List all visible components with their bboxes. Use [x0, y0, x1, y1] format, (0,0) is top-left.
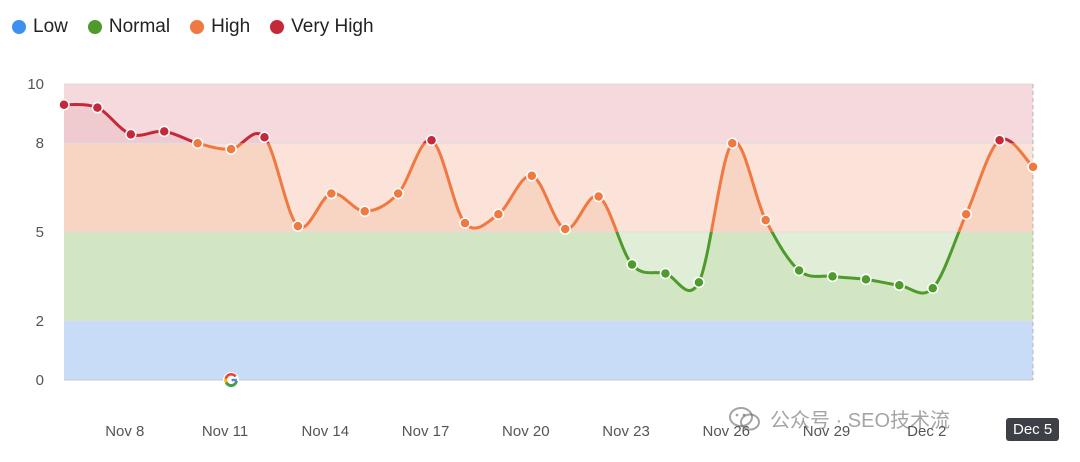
y-tick-label: 8 [36, 135, 44, 152]
y-tick-label: 2 [36, 313, 44, 330]
axis-layer: 0 2 5 8 10 Nov 8 Nov 11 Nov 14 Nov 17 Nov 20 Nov 2… [27, 76, 946, 440]
data-point[interactable] [492, 208, 505, 220]
data-point[interactable] [993, 134, 1006, 146]
x-tick-label: Nov 17 [402, 423, 450, 440]
data-point[interactable] [292, 220, 304, 232]
data-point[interactable] [58, 98, 70, 111]
band-shade-low [64, 320, 1033, 380]
data-point[interactable] [191, 137, 204, 149]
legend-item-normal[interactable]: Normal [87, 16, 171, 38]
x-tick-label: Nov 26 [703, 423, 751, 440]
data-point[interactable] [659, 267, 672, 280]
x-tick-label: Nov 14 [302, 423, 350, 440]
data-point[interactable] [559, 223, 571, 235]
data-point[interactable] [693, 276, 705, 289]
x-tick-label: Nov 23 [602, 423, 650, 440]
data-point[interactable] [425, 134, 438, 146]
google-icon[interactable] [223, 372, 240, 388]
data-point[interactable] [793, 264, 805, 277]
data-point[interactable] [225, 143, 237, 155]
data-point[interactable] [258, 131, 271, 144]
data-point[interactable] [860, 273, 872, 286]
band-very-high [64, 84, 1033, 144]
data-point[interactable] [726, 137, 739, 149]
data-point[interactable] [325, 187, 338, 200]
data-point[interactable] [826, 270, 839, 283]
data-point[interactable] [526, 170, 538, 182]
legend-dot-normal [87, 20, 102, 34]
data-point[interactable] [358, 205, 371, 218]
x-tick-label: Nov 20 [502, 423, 550, 440]
x-tick-label: Nov 11 [202, 423, 248, 440]
y-tick-label: 10 [27, 76, 44, 93]
band-layer [64, 84, 1033, 380]
x-tick-label: Nov 8 [105, 423, 144, 440]
data-point[interactable] [459, 217, 471, 229]
legend-label-low: Low [33, 16, 68, 37]
legend-dot-high [190, 20, 205, 34]
x-tick-label: Nov 29 [803, 423, 851, 440]
data-point[interactable] [960, 208, 972, 220]
data-point[interactable] [893, 279, 906, 292]
x-tick-label: Dec 2 [907, 423, 946, 440]
chart-legend: Low Normal High Very High [12, 16, 374, 38]
annotation-layer [223, 372, 240, 388]
data-point[interactable] [125, 128, 137, 141]
legend-dot-low [12, 20, 26, 34]
data-point[interactable] [759, 214, 772, 226]
data-point[interactable] [91, 101, 104, 114]
legend-label-normal: Normal [108, 16, 171, 37]
data-point[interactable] [1027, 161, 1039, 173]
google-icon-arc-yellow [224, 378, 228, 384]
end-date-badge: Dec 5 [1006, 418, 1060, 441]
data-point[interactable] [392, 187, 404, 200]
legend-item-low[interactable]: Low [12, 16, 68, 38]
legend-item-very-high[interactable]: Very High [270, 16, 374, 38]
legend-label-very-high: Very High [291, 16, 374, 37]
y-tick-label: 5 [36, 224, 44, 241]
data-point[interactable] [927, 282, 939, 294]
watermark: 公众号 · SEO技术流 [728, 404, 950, 433]
google-icon-arc-green [224, 380, 238, 388]
wechat-icon [729, 406, 760, 430]
data-point[interactable] [158, 125, 170, 138]
legend-dot-very-high [270, 20, 285, 34]
data-point-layer[interactable] [58, 98, 1039, 294]
legend-label-high: High [211, 16, 251, 37]
y-tick-label: 0 [36, 372, 44, 389]
watermark-text: 公众号 · SEO技术流 [770, 410, 951, 432]
data-point[interactable] [626, 258, 638, 271]
data-point[interactable] [592, 190, 605, 203]
legend-item-high[interactable]: High [190, 16, 250, 38]
